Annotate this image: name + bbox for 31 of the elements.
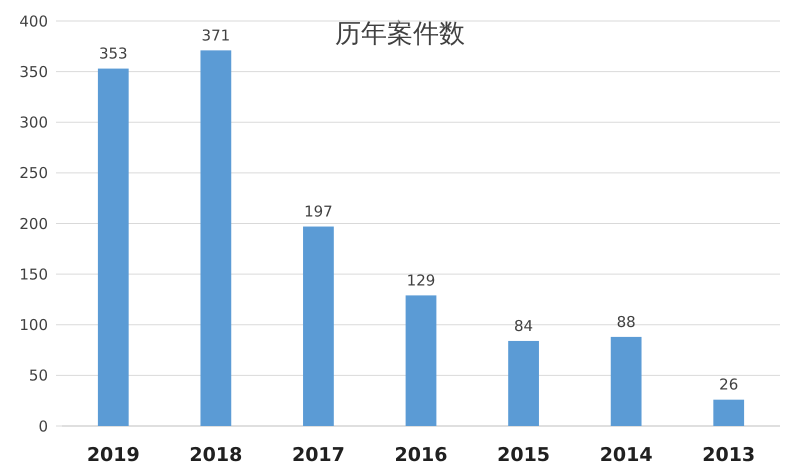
data-label: 129 (406, 271, 436, 290)
y-tick-label: 300 (19, 114, 48, 132)
x-tick-label: 2016 (394, 444, 448, 466)
bar (713, 400, 744, 426)
data-label: 371 (202, 26, 230, 44)
y-tick-label: 100 (19, 316, 48, 334)
data-label: 353 (98, 44, 128, 63)
y-tick-label: 400 (19, 12, 48, 30)
x-tick-label: 2015 (497, 444, 550, 466)
y-tick-label: 200 (19, 214, 48, 233)
y-tick-label: 350 (19, 62, 48, 81)
x-tick-label: 2014 (600, 444, 653, 466)
bar (200, 50, 232, 426)
y-tick-label: 50 (28, 366, 48, 385)
chart-title: 历年案件数 (335, 19, 465, 49)
y-tick-label: 250 (19, 164, 48, 182)
bar (98, 68, 129, 426)
y-tick-label: 0 (38, 417, 48, 436)
bar (508, 340, 539, 426)
y-tick-label: 150 (19, 265, 48, 284)
bar (610, 336, 642, 426)
data-label: 84 (514, 316, 534, 335)
data-label: 197 (304, 202, 333, 221)
data-label: 26 (719, 376, 738, 394)
data-label: 88 (616, 312, 636, 331)
x-tick-label: 2019 (86, 444, 140, 466)
x-tick-label: 2018 (189, 444, 242, 466)
x-tick-label: 2013 (702, 444, 756, 466)
bar (303, 226, 334, 426)
x-tick-label: 2017 (292, 444, 345, 466)
bar (406, 295, 436, 426)
